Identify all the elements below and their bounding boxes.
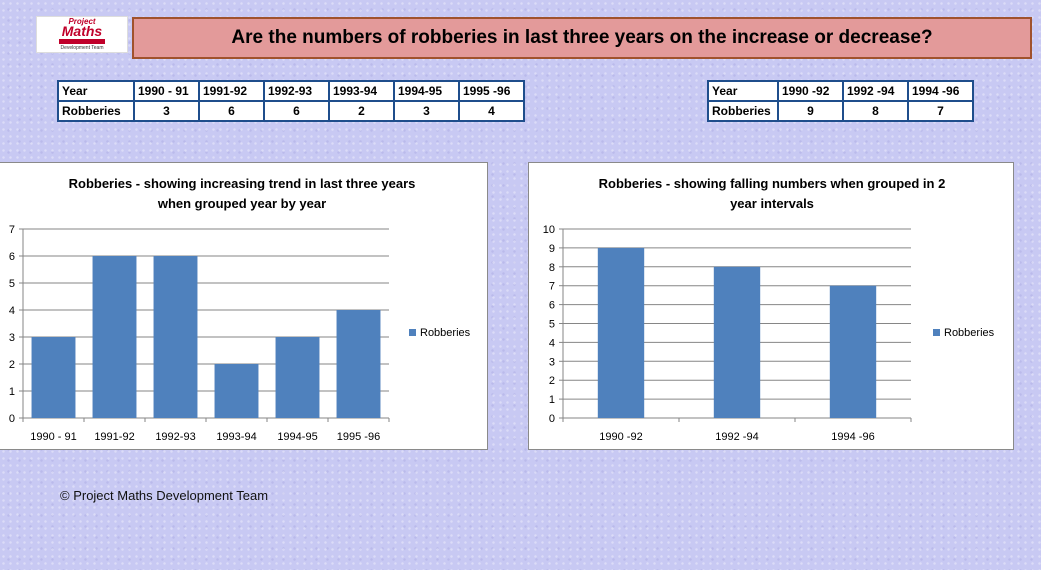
table-cell: 1994 -96 xyxy=(907,80,974,102)
logo-line2: Maths xyxy=(61,23,103,39)
table-cell: Robberies xyxy=(707,100,779,122)
x-tick-label: 1990 - 91 xyxy=(30,431,76,443)
y-tick-label: 2 xyxy=(9,359,15,371)
footer-copyright: © Project Maths Development Team xyxy=(60,488,269,503)
robberies-yearly-table: Year 1990 - 91 1991-92 1992-93 1993-94 1… xyxy=(57,80,525,122)
y-tick-label: 5 xyxy=(549,319,555,331)
table-cell: 9 xyxy=(777,100,844,122)
y-tick-label: 0 xyxy=(549,413,555,425)
y-tick-label: 4 xyxy=(9,305,15,317)
bar xyxy=(92,256,137,418)
logo-line3: Development Team xyxy=(60,45,104,51)
table-cell: 8 xyxy=(842,100,909,122)
chart-title-line: when grouped year by year xyxy=(157,196,326,211)
bar xyxy=(31,337,76,418)
table-row: Robberies 9 8 7 xyxy=(707,100,974,122)
chart-yearly: Robberies - showing increasing trend in … xyxy=(0,162,488,450)
y-tick-label: 6 xyxy=(549,300,555,312)
y-tick-label: 7 xyxy=(549,281,555,293)
table-cell: 1995 -96 xyxy=(458,80,525,102)
y-tick-label: 0 xyxy=(9,413,15,425)
table-cell: 1992 -94 xyxy=(842,80,909,102)
table-cell: Year xyxy=(707,80,779,102)
page-title: Are the numbers of robberies in last thr… xyxy=(132,17,1032,59)
bar xyxy=(214,364,259,418)
y-tick-label: 1 xyxy=(549,394,555,406)
table-cell: 2 xyxy=(328,100,395,122)
x-tick-label: 1995 -96 xyxy=(337,431,380,443)
chart-title-line: year intervals xyxy=(730,196,814,211)
x-tick-label: 1990 -92 xyxy=(599,431,642,443)
y-tick-label: 3 xyxy=(549,356,555,368)
bar xyxy=(336,310,381,418)
table-cell: 1993-94 xyxy=(328,80,395,102)
table-cell: 4 xyxy=(458,100,525,122)
y-tick-label: 9 xyxy=(549,243,555,255)
logo-bar xyxy=(59,39,105,44)
legend-swatch xyxy=(409,329,416,336)
y-tick-label: 6 xyxy=(9,251,15,263)
bar xyxy=(153,256,198,418)
table-cell: Robberies xyxy=(57,100,135,122)
y-tick-label: 4 xyxy=(549,337,555,349)
table-cell: 7 xyxy=(907,100,974,122)
y-tick-label: 3 xyxy=(9,332,15,344)
chart-title-line: Robberies - showing increasing trend in … xyxy=(69,176,416,191)
logo: Project Maths Development Team xyxy=(36,16,128,53)
y-tick-label: 8 xyxy=(549,262,555,274)
table-cell: 6 xyxy=(198,100,265,122)
logo-line1: Project xyxy=(68,17,96,26)
table-cell: Year xyxy=(57,80,135,102)
x-tick-label: 1992-93 xyxy=(155,431,195,443)
chart-yearly-svg: Robberies - showing increasing trend in … xyxy=(9,176,471,443)
x-tick-label: 1993-94 xyxy=(216,431,256,443)
x-tick-label: 1994 -96 xyxy=(831,431,874,443)
y-tick-label: 7 xyxy=(9,224,15,236)
y-tick-label: 10 xyxy=(543,224,555,236)
table-cell: 1991-92 xyxy=(198,80,265,102)
table-cell: 1994-95 xyxy=(393,80,460,102)
bar xyxy=(713,266,761,418)
chart-two-year-svg: Robberies - showing falling numbers when… xyxy=(543,176,995,443)
table-cell: 1990 -92 xyxy=(777,80,844,102)
table-cell: 6 xyxy=(263,100,330,122)
table-cell: 3 xyxy=(133,100,200,122)
table-cell: 3 xyxy=(393,100,460,122)
bar xyxy=(597,247,645,418)
table-row: Robberies 3 6 6 2 3 4 xyxy=(57,100,525,122)
y-tick-label: 2 xyxy=(549,375,555,387)
y-tick-label: 1 xyxy=(9,386,15,398)
x-tick-label: 1992 -94 xyxy=(715,431,758,443)
robberies-two-year-table: Year 1990 -92 1992 -94 1994 -96 Robberie… xyxy=(707,80,974,122)
chart-two-year: Robberies - showing falling numbers when… xyxy=(528,162,1014,450)
table-header-row: Year 1990 - 91 1991-92 1992-93 1993-94 1… xyxy=(57,80,525,102)
table-cell: 1990 - 91 xyxy=(133,80,200,102)
legend-label: Robberies xyxy=(420,327,471,339)
chart-title-line: Robberies - showing falling numbers when… xyxy=(599,176,946,191)
legend-swatch xyxy=(933,329,940,336)
y-tick-label: 5 xyxy=(9,278,15,290)
x-tick-label: 1994-95 xyxy=(277,431,317,443)
legend-label: Robberies xyxy=(944,327,995,339)
table-cell: 1992-93 xyxy=(263,80,330,102)
bar xyxy=(275,337,320,418)
table-header-row: Year 1990 -92 1992 -94 1994 -96 xyxy=(707,80,974,102)
bar xyxy=(829,285,877,418)
x-tick-label: 1991-92 xyxy=(94,431,134,443)
